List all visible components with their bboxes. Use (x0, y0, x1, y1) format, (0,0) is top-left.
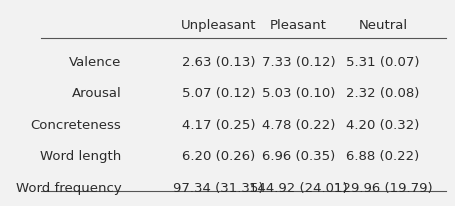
Text: Word frequency: Word frequency (15, 182, 121, 195)
Text: 5.31 (0.07): 5.31 (0.07) (345, 56, 419, 69)
Text: Neutral: Neutral (358, 19, 407, 32)
Text: 2.63 (0.13): 2.63 (0.13) (182, 56, 255, 69)
Text: Valence: Valence (69, 56, 121, 69)
Text: Unpleasant: Unpleasant (180, 19, 256, 32)
Text: 97.34 (31.35): 97.34 (31.35) (173, 182, 263, 195)
Text: Word length: Word length (40, 150, 121, 163)
Text: 144.92 (24.01): 144.92 (24.01) (249, 182, 347, 195)
Text: Concreteness: Concreteness (30, 119, 121, 132)
Text: Arousal: Arousal (71, 87, 121, 100)
Text: 2.32 (0.08): 2.32 (0.08) (345, 87, 419, 100)
Text: Pleasant: Pleasant (269, 19, 326, 32)
Text: 4.78 (0.22): 4.78 (0.22) (261, 119, 334, 132)
Text: 5.07 (0.12): 5.07 (0.12) (182, 87, 255, 100)
Text: 4.20 (0.32): 4.20 (0.32) (345, 119, 419, 132)
Text: 6.96 (0.35): 6.96 (0.35) (261, 150, 334, 163)
Text: 6.88 (0.22): 6.88 (0.22) (345, 150, 419, 163)
Text: 5.03 (0.10): 5.03 (0.10) (261, 87, 334, 100)
Text: 129.96 (19.79): 129.96 (19.79) (333, 182, 431, 195)
Text: 4.17 (0.25): 4.17 (0.25) (182, 119, 255, 132)
Text: 7.33 (0.12): 7.33 (0.12) (261, 56, 335, 69)
Text: 6.20 (0.26): 6.20 (0.26) (182, 150, 254, 163)
